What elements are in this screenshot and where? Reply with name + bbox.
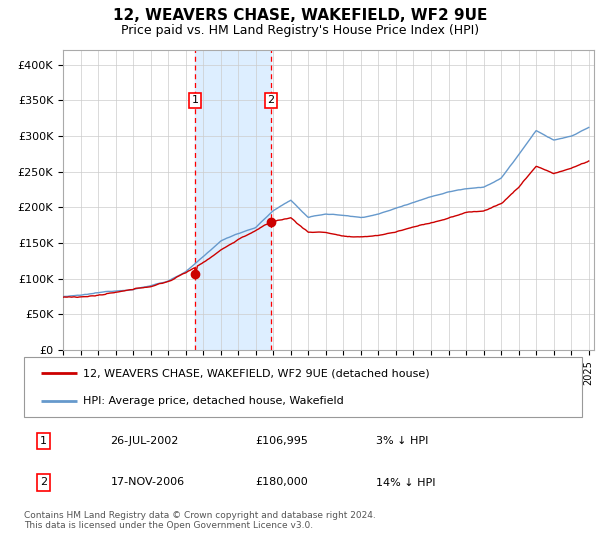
Text: 12, WEAVERS CHASE, WAKEFIELD, WF2 9UE: 12, WEAVERS CHASE, WAKEFIELD, WF2 9UE bbox=[113, 8, 487, 24]
Text: 1: 1 bbox=[40, 436, 47, 446]
Text: 17-NOV-2006: 17-NOV-2006 bbox=[110, 478, 185, 488]
Text: 14% ↓ HPI: 14% ↓ HPI bbox=[376, 478, 435, 488]
Text: £106,995: £106,995 bbox=[256, 436, 308, 446]
Text: 26-JUL-2002: 26-JUL-2002 bbox=[110, 436, 179, 446]
Bar bbox=[195, 50, 271, 350]
Text: 2: 2 bbox=[40, 478, 47, 488]
Text: Contains HM Land Registry data © Crown copyright and database right 2024.
This d: Contains HM Land Registry data © Crown c… bbox=[24, 511, 376, 530]
Text: £180,000: £180,000 bbox=[256, 478, 308, 488]
Text: 2: 2 bbox=[268, 95, 275, 105]
Text: 3% ↓ HPI: 3% ↓ HPI bbox=[376, 436, 428, 446]
Text: 1: 1 bbox=[191, 95, 199, 105]
FancyBboxPatch shape bbox=[24, 357, 582, 417]
Text: Price paid vs. HM Land Registry's House Price Index (HPI): Price paid vs. HM Land Registry's House … bbox=[121, 24, 479, 36]
Text: HPI: Average price, detached house, Wakefield: HPI: Average price, detached house, Wake… bbox=[83, 396, 343, 406]
Text: 12, WEAVERS CHASE, WAKEFIELD, WF2 9UE (detached house): 12, WEAVERS CHASE, WAKEFIELD, WF2 9UE (d… bbox=[83, 368, 429, 378]
